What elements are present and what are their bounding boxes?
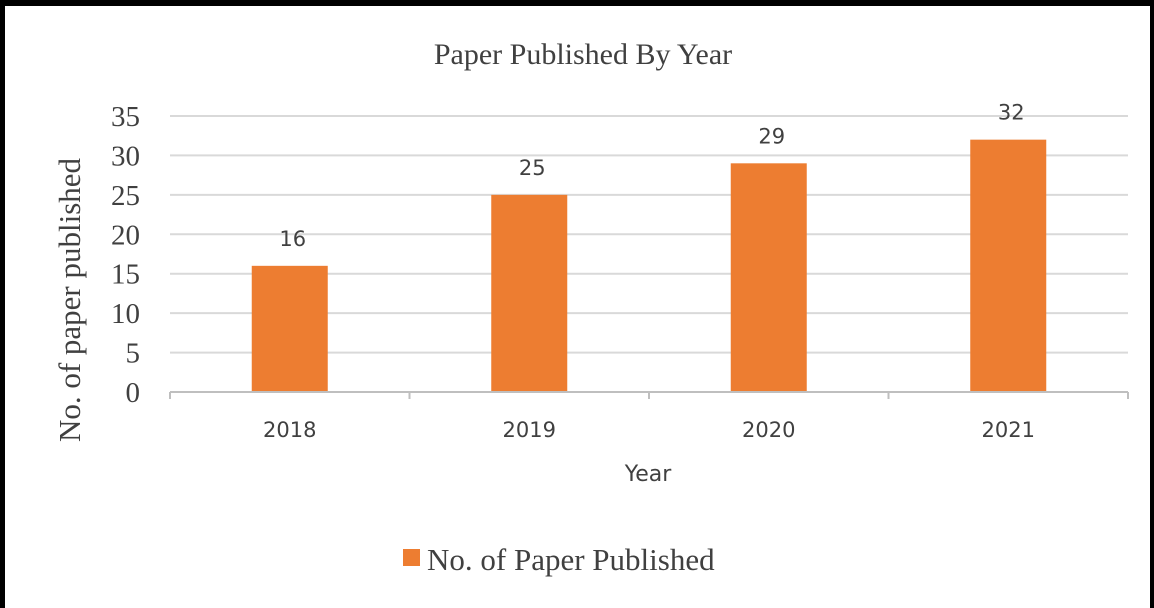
x-tick-label: 2021 bbox=[982, 418, 1035, 442]
bars bbox=[251, 139, 1047, 392]
legend-swatch bbox=[403, 549, 420, 566]
y-axis-title: No. of paper published bbox=[52, 157, 87, 442]
y-tick-label: 20 bbox=[111, 219, 140, 251]
x-tick-label: 2018 bbox=[263, 418, 316, 442]
bar bbox=[491, 194, 568, 392]
y-tick-label: 5 bbox=[126, 338, 141, 370]
data-label: 25 bbox=[519, 156, 546, 180]
bar bbox=[730, 163, 807, 392]
legend: No. of Paper Published bbox=[403, 542, 715, 577]
y-tick-label: 35 bbox=[111, 101, 140, 133]
chart-title: Paper Published By Year bbox=[434, 38, 732, 71]
y-tick-label: 10 bbox=[111, 298, 140, 330]
data-label: 16 bbox=[279, 227, 306, 251]
x-tick-label: 2019 bbox=[503, 418, 556, 442]
bar bbox=[970, 139, 1047, 392]
y-axis: 0 5 10 15 20 25 30 35 bbox=[111, 101, 140, 409]
data-labels: 16 25 29 32 bbox=[279, 101, 1024, 251]
x-tick-label: 2020 bbox=[742, 418, 795, 442]
data-label: 32 bbox=[998, 101, 1025, 125]
x-axis: 2018 2019 2020 2021 bbox=[169, 391, 1129, 442]
y-tick-label: 15 bbox=[111, 259, 140, 291]
y-tick-label: 25 bbox=[111, 180, 140, 212]
x-axis-title: Year bbox=[624, 462, 673, 487]
data-label: 29 bbox=[758, 124, 785, 148]
gridlines bbox=[170, 115, 1128, 354]
y-tick-label: 0 bbox=[126, 377, 141, 409]
legend-label: No. of Paper Published bbox=[427, 542, 715, 577]
y-tick-label: 30 bbox=[111, 140, 140, 172]
bar bbox=[251, 265, 328, 392]
